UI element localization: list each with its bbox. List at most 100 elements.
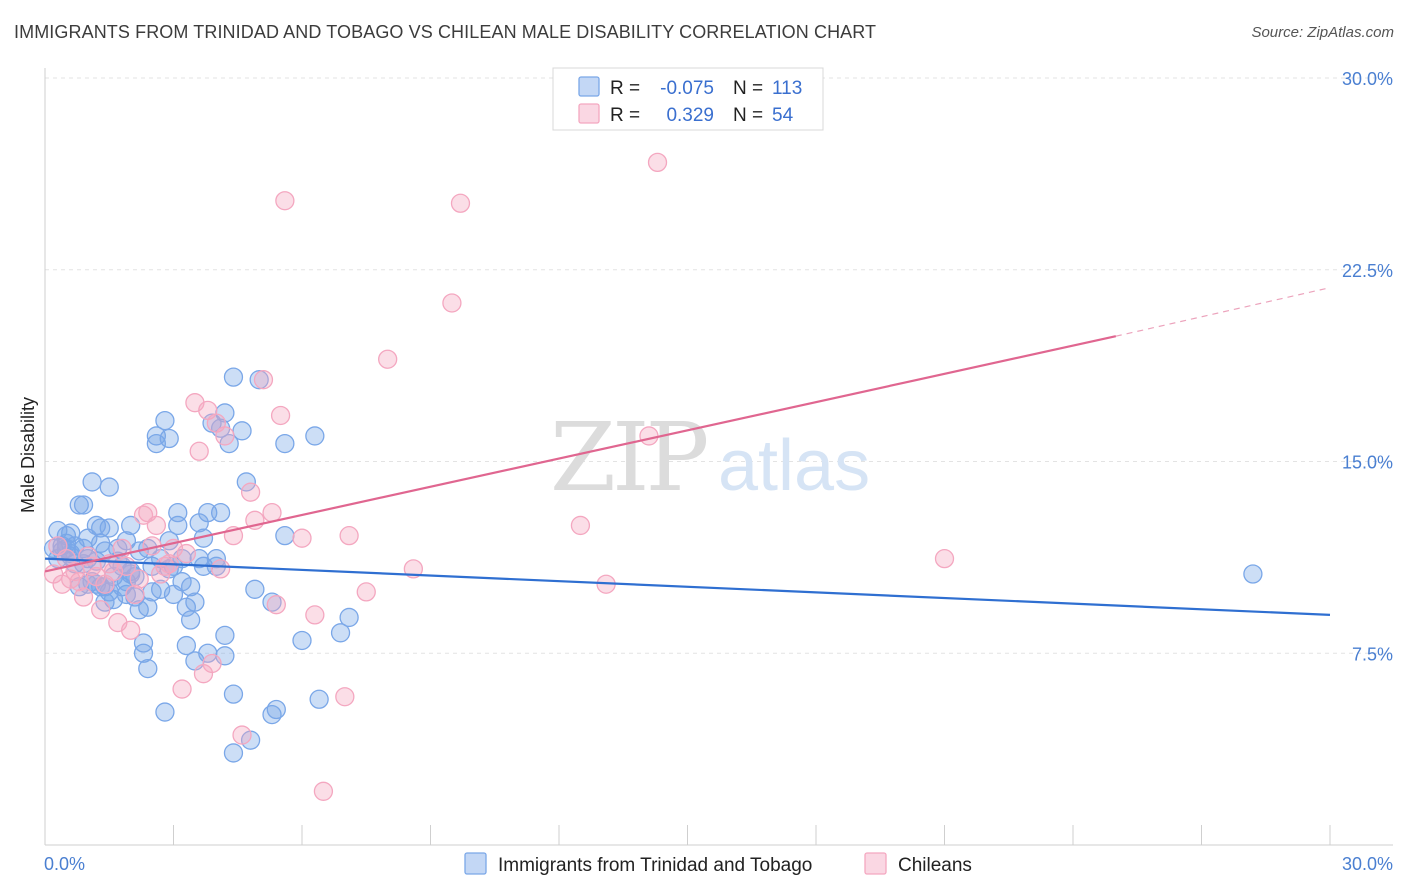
chilean-point xyxy=(647,152,668,173)
trinidad-point xyxy=(245,579,265,599)
trinidad-point xyxy=(138,597,158,617)
trinidad-point xyxy=(232,421,252,441)
chilean-point xyxy=(146,515,167,536)
y-tick-label: 30.0% xyxy=(1342,69,1393,89)
trinidad-point xyxy=(236,472,256,492)
trinidad-point xyxy=(69,495,89,515)
trinidad-point xyxy=(223,367,244,387)
chilean-point xyxy=(442,293,462,313)
trinidad-point xyxy=(206,549,226,569)
chilean-point xyxy=(275,191,295,211)
trinidad-point xyxy=(223,743,244,763)
chilean-point xyxy=(266,595,286,615)
legend-n-label: N = xyxy=(733,78,763,99)
y-axis-label: Male Disability xyxy=(18,397,38,513)
trinidad-point xyxy=(73,495,94,515)
legend-box xyxy=(552,67,824,131)
trinidad-point xyxy=(133,633,154,653)
legend-r-value: -0.075 xyxy=(660,78,714,99)
legend-n-value: 54 xyxy=(772,105,794,126)
legend-swatch-bottom xyxy=(464,852,487,875)
chilean-point xyxy=(172,679,192,699)
chilean-point xyxy=(270,405,291,426)
trinidad-point xyxy=(266,699,286,720)
trinidad-point xyxy=(210,502,231,523)
axes xyxy=(44,68,1393,846)
trinidad-point xyxy=(309,689,329,709)
trinidad-point xyxy=(275,525,295,546)
trinidad-point xyxy=(121,515,141,536)
chilean-point xyxy=(125,584,145,605)
trinidad-point xyxy=(155,410,175,431)
chilean-point xyxy=(232,725,252,745)
x-tick-label: 30.0% xyxy=(1342,854,1393,874)
trinidad-point xyxy=(339,607,359,628)
chilean-point xyxy=(189,441,209,461)
trinidad-point xyxy=(180,577,201,597)
chilean-point xyxy=(121,620,141,640)
chilean-point xyxy=(253,370,274,390)
watermark: ZIP atlas xyxy=(550,403,870,513)
chilean-point xyxy=(215,426,235,446)
chilean-point xyxy=(450,193,471,213)
trinidad-point xyxy=(223,684,244,704)
y-tick-label: 7.5% xyxy=(1352,644,1393,664)
chilean-trend-line xyxy=(44,335,1117,573)
legend-n-label: N = xyxy=(733,105,763,126)
legend-swatch xyxy=(578,103,600,124)
trinidad-point xyxy=(305,426,325,446)
watermark-atlas: atlas xyxy=(718,426,870,506)
chilean-point xyxy=(339,525,359,546)
trinidad-point xyxy=(189,513,209,533)
source-label: Source: ZipAtlas.com xyxy=(1251,24,1394,41)
legend-swatch-bottom xyxy=(864,852,887,875)
trinidad-point xyxy=(215,625,235,646)
trinidad-point xyxy=(159,428,179,449)
trinidad-point xyxy=(138,658,158,679)
chilean-point xyxy=(378,349,398,369)
chilean-point xyxy=(305,605,325,625)
trinidad-point xyxy=(168,502,188,523)
trinidad-point xyxy=(185,592,205,612)
trinidad-trend-line xyxy=(44,557,1331,616)
trinidad-point xyxy=(86,515,107,536)
chilean-point xyxy=(403,559,424,579)
trinidad-point xyxy=(133,643,154,663)
legend-n-value: 113 xyxy=(772,78,802,99)
trinidad-point xyxy=(155,702,175,722)
y-tick-label: 22.5% xyxy=(1342,261,1393,281)
chilean-point xyxy=(356,582,376,602)
trend-lines xyxy=(44,287,1331,616)
trinidad-point xyxy=(330,623,351,643)
chilean-point xyxy=(313,781,334,801)
trinidad-point xyxy=(82,472,102,492)
chilean-point xyxy=(210,559,231,579)
trinidad-point xyxy=(1243,564,1263,584)
x-tick-label: 0.0% xyxy=(44,854,85,874)
legend-series-label: Immigrants from Trinidad and Tobago xyxy=(498,855,812,876)
legend-r-label: R = xyxy=(610,105,640,126)
watermark-zip: ZIP xyxy=(550,403,707,513)
trinidad-point xyxy=(176,635,197,656)
chilean-point xyxy=(129,569,149,589)
legend-r-label: R = xyxy=(610,78,640,99)
chilean-point xyxy=(240,482,261,502)
chilean-point xyxy=(335,687,355,707)
legend-r-value: 0.329 xyxy=(666,105,714,126)
chilean-point xyxy=(639,426,659,446)
legend-series-label: Chileans xyxy=(898,855,972,876)
chilean-point xyxy=(262,502,282,523)
trinidad-point xyxy=(99,477,119,497)
chilean-point xyxy=(292,528,312,548)
data-points xyxy=(43,152,1263,801)
trinidad-point xyxy=(292,630,312,651)
y-tick-label: 15.0% xyxy=(1342,453,1393,473)
trinidad-point xyxy=(180,610,201,630)
chilean-trend-extension xyxy=(1115,287,1331,337)
chilean-point xyxy=(202,653,222,674)
trinidad-point xyxy=(150,579,171,599)
trinidad-point xyxy=(249,370,269,390)
trinidad-point xyxy=(275,433,295,454)
tick-labels: 7.5% 15.0% 22.5% 30.0% 0.0% 30.0% xyxy=(44,69,1393,874)
